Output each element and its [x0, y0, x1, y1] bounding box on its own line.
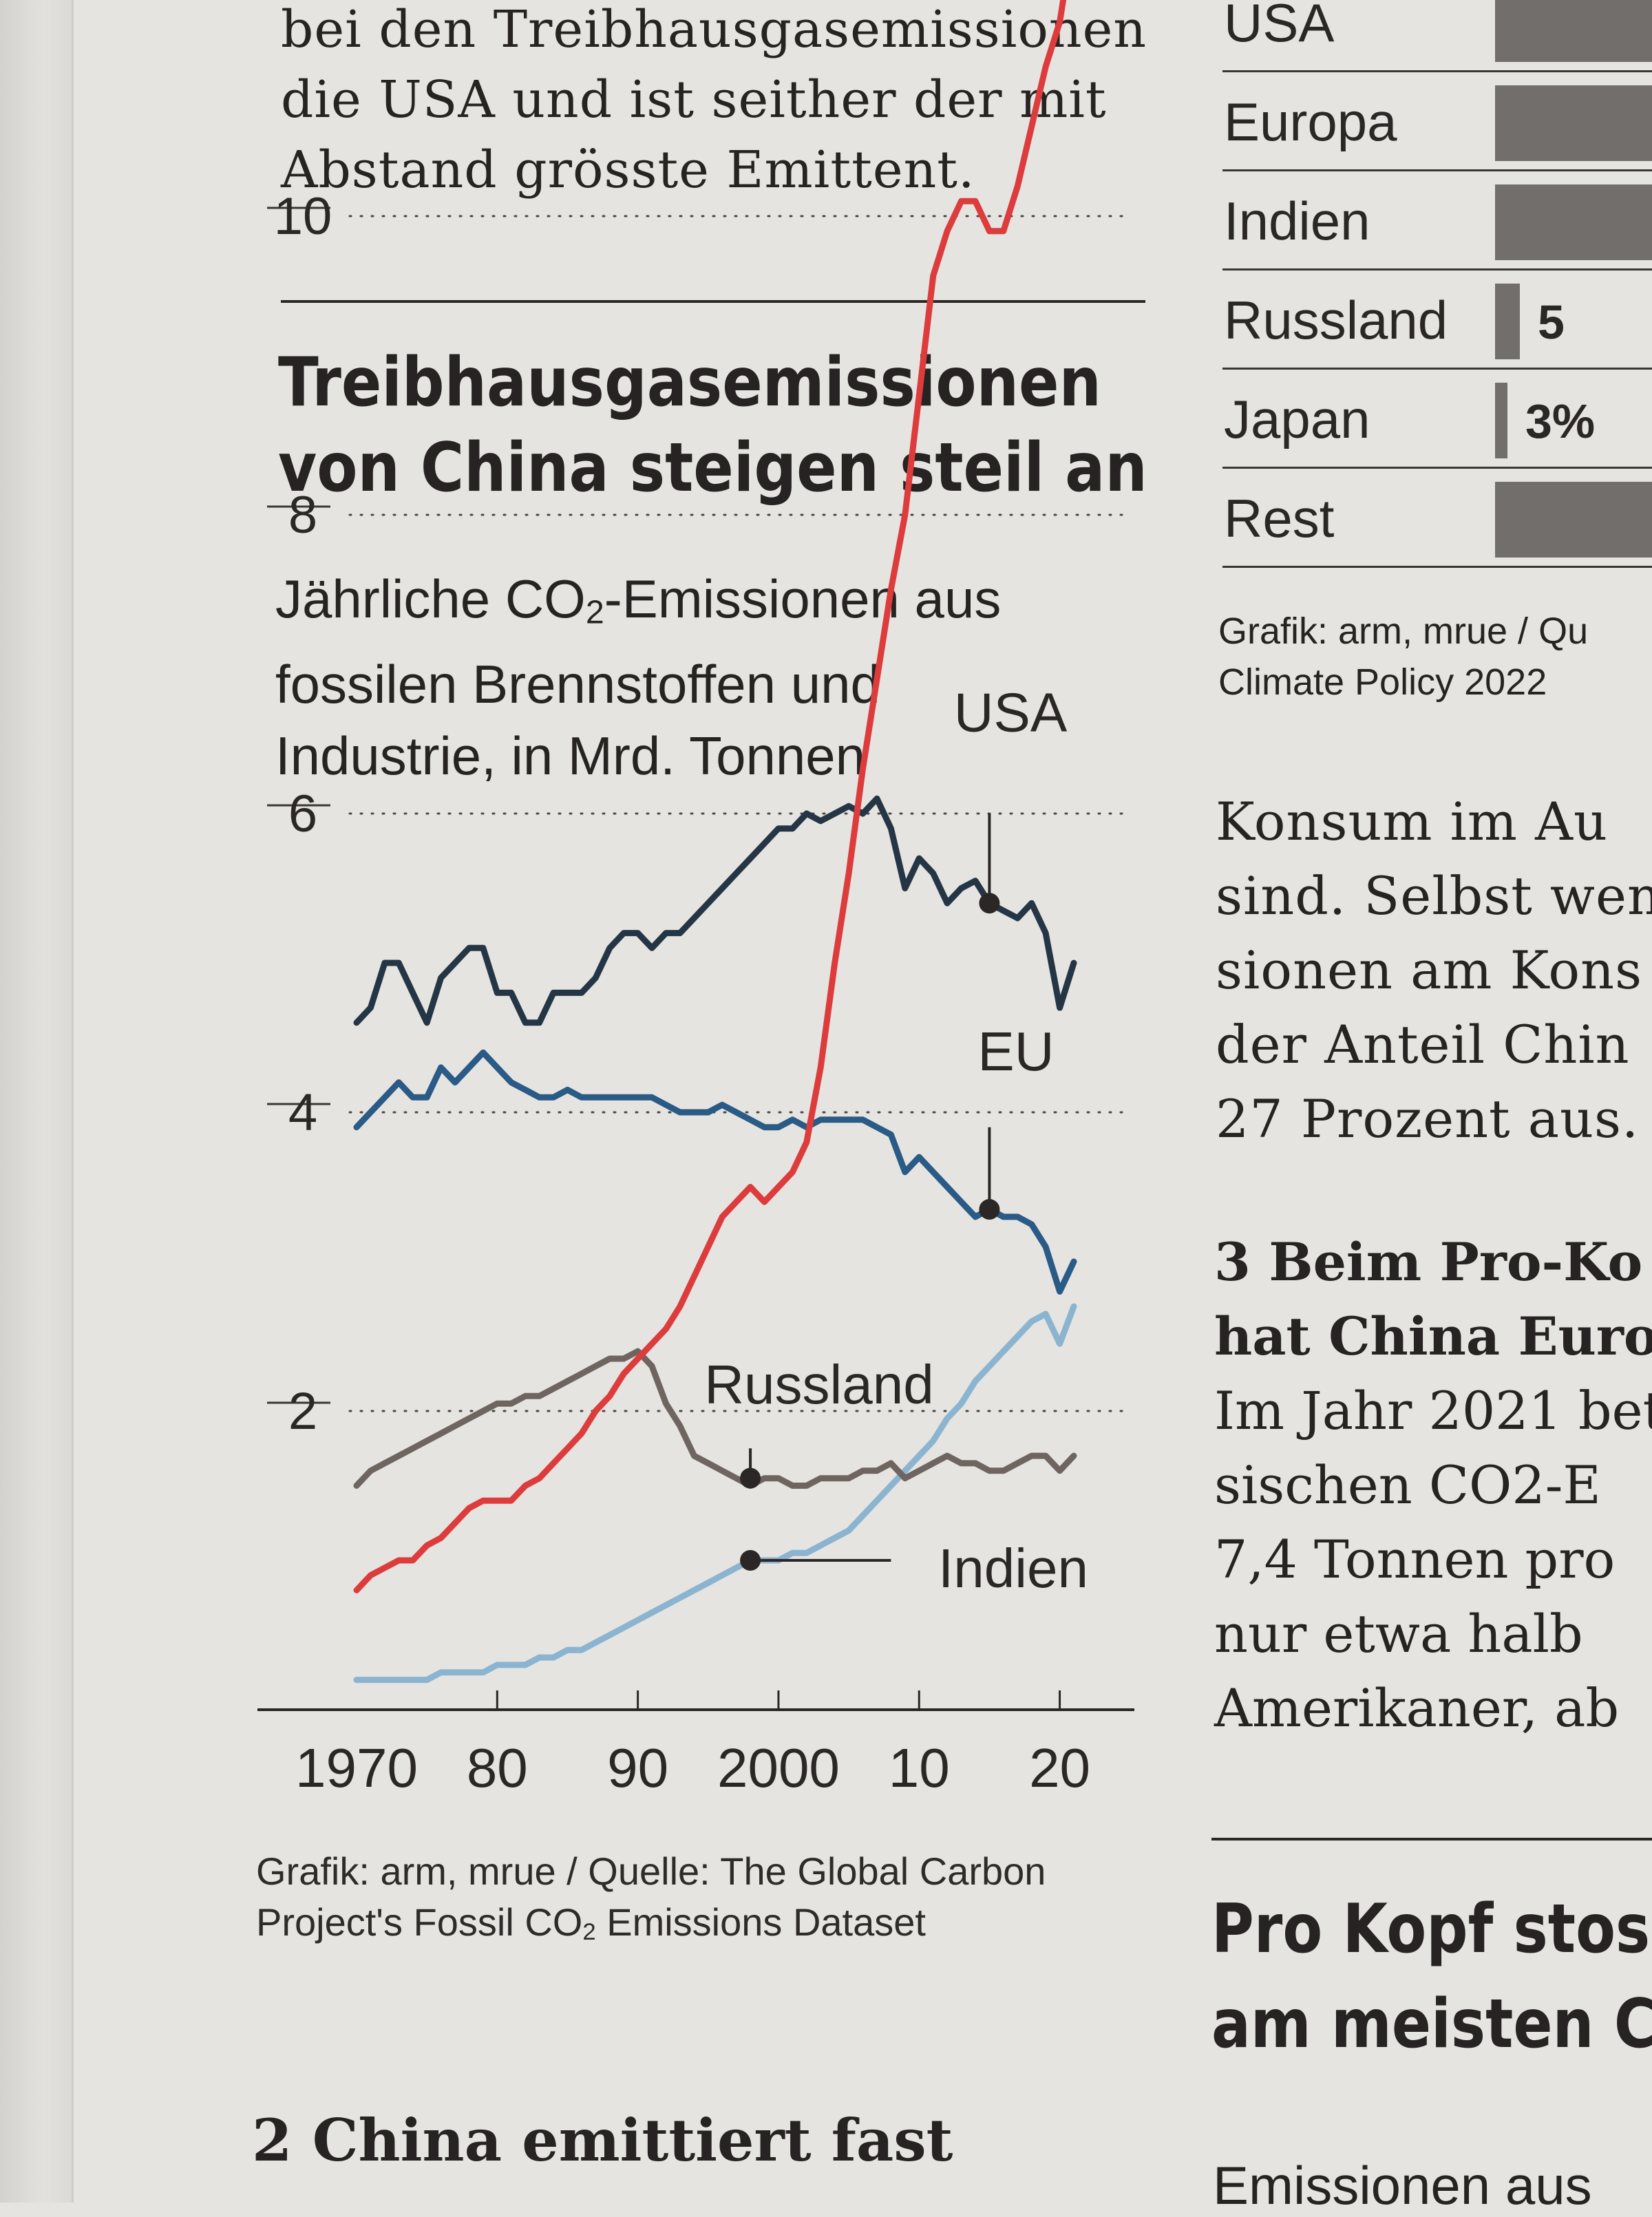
bar-label: USA	[1224, 0, 1335, 53]
body-line: Amerikaner, ab	[1214, 1677, 1620, 1739]
subtitle-line-2: fossilen Brennstoffen und	[275, 653, 880, 714]
title-line: am meisten C	[1211, 1985, 1652, 2064]
subtitle-line-1: Jährliche CO2-Emissionen aus	[275, 563, 1101, 648]
next-section-heading: 2 China emittiert fast	[252, 2106, 953, 2174]
lead-paragraph: bei den Treibhausgasemissionen die USA u…	[281, 0, 1148, 205]
bar-label: Europa	[1224, 92, 1397, 152]
share-bar	[1495, 184, 1652, 260]
chart-title-line: von China steigen steil an	[278, 429, 1147, 507]
credit-subscript: 2	[582, 1919, 596, 1946]
subtitle-subscript: 2	[585, 593, 604, 631]
bar-row-divider	[1222, 368, 1652, 370]
body-line: sind. Selbst wen	[1216, 865, 1652, 926]
series-label: EU	[977, 1021, 1054, 1082]
x-tick-label: 10	[889, 1737, 950, 1799]
body-line: 27 Prozent aus.	[1216, 1088, 1640, 1149]
credit-line-2: Climate Policy 2022	[1218, 661, 1547, 703]
bar-label: Indien	[1224, 191, 1370, 251]
share-bar	[1495, 0, 1652, 62]
series-line-china	[353, 0, 1067, 1593]
chart-title-line: Treibhausgasemissionen	[278, 343, 1101, 422]
chart-subtitle: Jährliche CO2-Emissionen aus fossilen Br…	[275, 563, 1101, 792]
series-label: Indien	[938, 1538, 1088, 1599]
section-divider	[1211, 1838, 1652, 1841]
lead-line: Abstand grösste Emittent.	[281, 140, 975, 200]
bar-row-divider	[1222, 467, 1652, 469]
section-divider	[281, 300, 1145, 303]
body-line: nur etwa halb	[1214, 1603, 1583, 1664]
bar-row-divider	[1222, 70, 1652, 72]
bar-row-divider	[1222, 169, 1652, 171]
x-tick-label: 1970	[295, 1737, 418, 1799]
x-tick-label: 90	[607, 1737, 668, 1799]
credit-line-2: Project's Fossil CO2 Emissions Dataset	[256, 1897, 1151, 1958]
body-line: 7,4 Tonnen pro	[1214, 1529, 1616, 1590]
x-tick-label: 20	[1029, 1737, 1090, 1799]
body-line: Im Jahr 2021 bet	[1214, 1380, 1652, 1441]
series-line-indien	[353, 1303, 1077, 1684]
series-line-russland	[353, 1348, 1077, 1489]
body-line: der Anteil Chin	[1216, 1014, 1630, 1075]
bar-value: 3%	[1525, 394, 1596, 448]
title-line: Pro Kopf stoss	[1211, 1890, 1652, 1969]
chart-title: Treibhausgasemissionen von China steigen…	[278, 340, 1147, 511]
lead-line: die USA und ist seither der mit	[281, 70, 1107, 129]
subtitle-text: -Emissionen aus	[604, 569, 1002, 629]
article-section-3: 3 Beim Pro-Ko hat China Euro Im Jahr 202…	[1214, 1225, 1652, 1746]
y-tick-label: 8	[288, 486, 317, 544]
series-line-eu	[353, 1049, 1077, 1295]
series-label: Russland	[704, 1354, 934, 1415]
share-bar	[1495, 383, 1507, 458]
series-marker-dot	[979, 1199, 1000, 1220]
credit-line-1: Grafik: arm, mrue / Qu	[1218, 611, 1589, 652]
y-tick-label: 4	[288, 1083, 317, 1142]
credit-text: Emissions Dataset	[595, 1900, 926, 1944]
subtitle-line-3: Industrie, in Mrd. Tonnen	[275, 725, 866, 786]
paper-margin	[0, 0, 74, 2203]
bar-chart-credit: Grafik: arm, mrue / Qu Climate Policy 20…	[1218, 606, 1588, 708]
body-line: sischen CO2-E	[1214, 1454, 1601, 1516]
share-bar	[1495, 482, 1652, 558]
series-marker-dot	[740, 1467, 761, 1489]
bar-value: 5	[1538, 295, 1565, 349]
credit-line-1: Grafik: arm, mrue / Quelle: The Global C…	[256, 1849, 1046, 1893]
series-label: USA	[954, 682, 1068, 743]
y-tick-label: 6	[288, 785, 317, 843]
bar-label: Russland	[1224, 290, 1448, 350]
section-heading-line: hat China Euro	[1214, 1306, 1652, 1367]
y-tick-label: 10	[274, 187, 332, 246]
share-bar	[1495, 85, 1652, 161]
section-heading-line: 3 Beim Pro-Ko	[1214, 1231, 1643, 1293]
series-marker-dot	[740, 1550, 761, 1571]
body-line: sionen am Kons	[1216, 940, 1643, 1001]
share-bar	[1495, 284, 1520, 359]
next-graphic-title: Pro Kopf stoss am meisten C	[1211, 1882, 1652, 2072]
lead-line: bei den Treibhausgasemissionen	[281, 0, 1147, 59]
subtitle-text: Jährliche CO	[275, 569, 586, 629]
bar-row-divider	[1222, 268, 1652, 271]
section-number: 2	[252, 2106, 293, 2174]
x-tick-label: 2000	[717, 1737, 840, 1799]
bar-label: Rest	[1224, 488, 1335, 549]
graphic-subtitle: Emissionen aus	[1213, 2155, 1592, 2216]
article-body: Konsum im Au sind. Selbst wen sionen am …	[1216, 785, 1652, 1156]
bar-label: Japan	[1224, 389, 1370, 449]
x-tick-label: 80	[467, 1737, 528, 1799]
bar-row-divider	[1222, 566, 1652, 568]
credit-text: Project's Fossil CO	[256, 1900, 583, 1944]
series-line-usa	[353, 795, 1077, 1026]
body-line: Konsum im Au	[1216, 791, 1608, 852]
y-tick-label: 2	[288, 1382, 317, 1441]
section-title: China emittiert fast	[312, 2106, 953, 2174]
chart-credit: Grafik: arm, mrue / Quelle: The Global C…	[256, 1846, 1151, 1958]
series-marker-dot	[979, 893, 1000, 914]
